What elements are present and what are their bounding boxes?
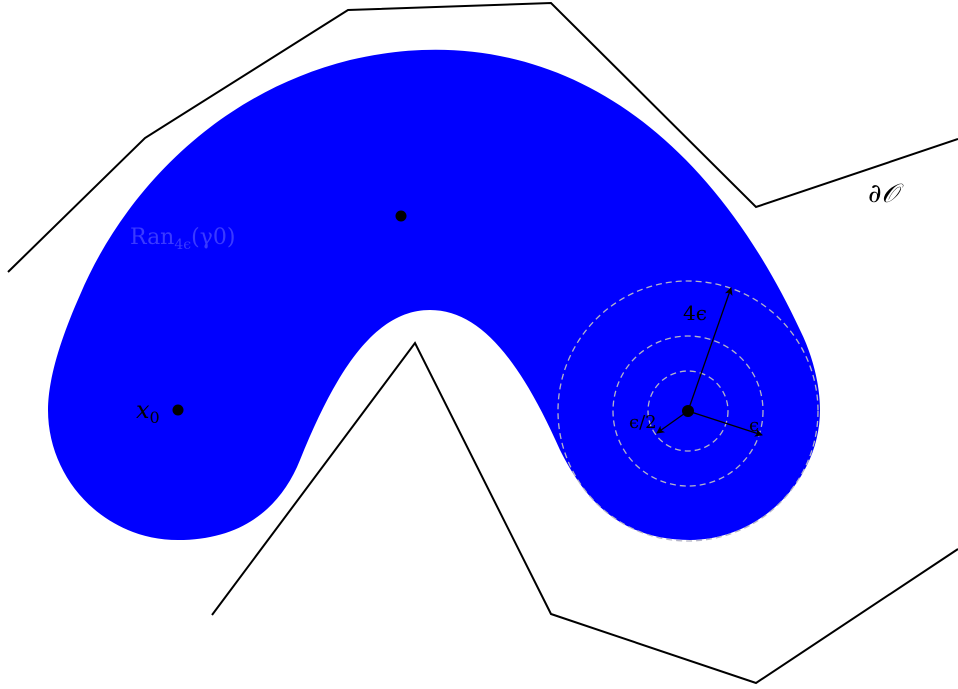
tube-region (48, 49, 820, 541)
radius-circles (557, 280, 819, 542)
radius-arrows (656, 287, 763, 437)
start-point-label: x0 (136, 396, 160, 427)
points (172, 210, 694, 417)
boundary-upper-line (7, 1, 958, 273)
radius-eps-label: ϵ (749, 415, 759, 436)
arrow-4eps (687, 287, 733, 412)
end-point-dot (682, 405, 694, 417)
tube-label-main: Ran (130, 225, 174, 250)
boundary-label: ∂𝒪 (868, 179, 904, 209)
tube-label-sub: 4ϵ (174, 237, 191, 253)
circle-eps (612, 335, 764, 487)
tube-label: Ran4ϵ(γ0) (130, 225, 235, 253)
circle-half-eps (647, 370, 729, 452)
boundary-lower-line (211, 341, 958, 685)
middle-point-dot (395, 210, 407, 222)
radius-half-eps-label: ϵ/2 (629, 412, 657, 433)
radius-4eps-label: 4ϵ (683, 301, 707, 325)
arrow-half-eps (656, 410, 689, 434)
domain-boundary (7, 1, 958, 685)
tube-shape (48, 49, 820, 541)
labels: ∂𝒪 Ran4ϵ(γ0) x0 4ϵ ϵ ϵ/2 (130, 179, 904, 436)
circle-4eps (557, 280, 819, 542)
start-point-dot (172, 404, 184, 416)
tube-label-arg: (γ0) (191, 225, 235, 250)
arrow-eps (687, 410, 763, 437)
